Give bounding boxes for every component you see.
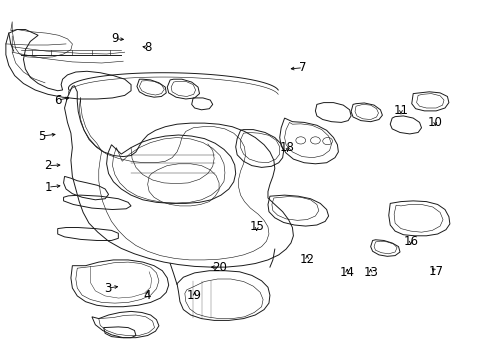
Text: 3: 3	[103, 282, 111, 294]
Text: 2: 2	[44, 159, 52, 172]
Text: 9: 9	[111, 32, 119, 45]
Text: 6: 6	[54, 94, 61, 107]
Text: 4: 4	[142, 289, 150, 302]
Text: 7: 7	[299, 61, 306, 74]
Text: 8: 8	[143, 41, 151, 54]
Text: 12: 12	[299, 253, 314, 266]
Text: 11: 11	[393, 104, 407, 117]
Text: 20: 20	[211, 261, 226, 274]
Text: 5: 5	[38, 130, 45, 143]
Text: 18: 18	[280, 141, 294, 154]
Text: 1: 1	[44, 181, 52, 194]
Text: 13: 13	[363, 266, 377, 279]
Text: 15: 15	[249, 220, 264, 233]
Text: 10: 10	[427, 116, 442, 129]
Text: 14: 14	[339, 266, 354, 279]
Text: 16: 16	[403, 235, 417, 248]
Text: 19: 19	[187, 289, 202, 302]
Text: 17: 17	[428, 265, 443, 278]
